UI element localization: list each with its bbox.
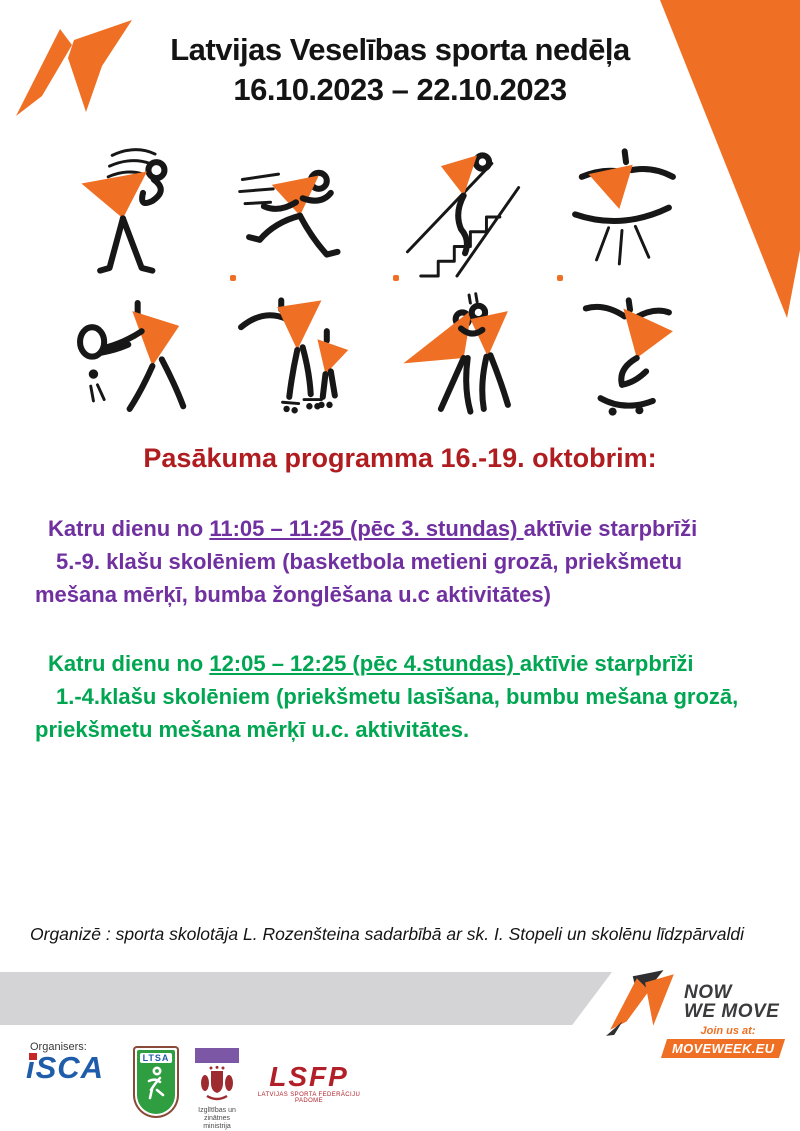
- orange-corner-shape: [660, 0, 800, 318]
- dancing-icon: [402, 291, 511, 415]
- program2-line1: Katru dienu no 12:05 – 12:25 (pēc 4.stun…: [48, 647, 782, 680]
- program-heading: Pasākuma programma 16.-19. oktobrim:: [143, 443, 657, 473]
- program1-line2: 5.-9. klašu skolēniem (basketbola metien…: [56, 549, 683, 574]
- pictogram-cell: [380, 140, 541, 285]
- program2-time-underlined: 12:05 – 12:25 (pēc 4.stundas): [209, 651, 520, 676]
- orange-separator-dot: [230, 275, 236, 281]
- organizer-note: Organizē : sporta skolotāja L. Rozenštei…: [30, 924, 745, 944]
- ltsa-logo: LTSA: [133, 1046, 179, 1118]
- program1-line1: Katru dienu no 11:05 – 11:25 (pēc 3. stu…: [48, 512, 782, 545]
- ltsa-wordmark: LTSA: [138, 1052, 174, 1064]
- ltsa-logo-shield: LTSA: [137, 1050, 175, 1114]
- now-we-move-wordmark: NOW WE MOVE: [684, 983, 779, 1021]
- pictogram-cell: [380, 285, 541, 430]
- now-we-move-arrow-logo-icon: [606, 970, 674, 1036]
- program2-prefix: Katru dienu no: [48, 651, 210, 676]
- isca-wordmark: iSCA: [26, 1050, 105, 1085]
- tennis-icon: [76, 299, 186, 412]
- program2-line2: 1.-4.klašu skolēniem (priekšmetu lasīšan…: [56, 684, 739, 709]
- ltsa-runner-icon: [147, 1066, 165, 1100]
- now-we-move-line2: WE MOVE: [684, 1001, 780, 1022]
- program2-line3: priekšmetu mešana mērķī u.c. aktivitātes…: [35, 717, 470, 742]
- ministry-caption-line1: Izglītības un zinātnes: [198, 1107, 236, 1122]
- join-us-label: Join us at:: [700, 1025, 756, 1037]
- program-block-2: Katru dienu no 12:05 – 12:25 (pēc 4.stun…: [20, 647, 782, 746]
- poster-title: Latvijas Veselības sporta nedēļa 16.10.2…: [100, 30, 700, 110]
- pictogram-cell: [58, 140, 219, 285]
- pictogram-cell: [219, 285, 380, 430]
- lsfp-wordmark: LSFP: [269, 1061, 349, 1092]
- orange-separator-dot: [393, 275, 399, 281]
- program2-suffix: aktīvie starpbrīži: [519, 651, 694, 676]
- organisers-label: Organisers:: [30, 1041, 87, 1053]
- ministry-purple-flag: [195, 1048, 239, 1063]
- program1-line3: mešana mērķī, bumba žonglēšana u.c aktiv…: [35, 582, 551, 607]
- now-we-move-arrow-logo-icon: [16, 20, 132, 116]
- pictogram-grid: [58, 140, 702, 430]
- pictogram-cell: [541, 285, 702, 430]
- ministry-logo: Izglītības un zinātnes ministrija: [192, 1048, 242, 1131]
- now-we-move-line1: NOW: [684, 982, 732, 1003]
- jumping-icon: [571, 147, 676, 265]
- stair-climbing-icon: [405, 151, 520, 277]
- poster-title-line1: Latvijas Veselības sporta nedēļa: [170, 32, 630, 67]
- program1-time-underlined: 11:05 – 11:25 (pēc 3. stundas): [209, 516, 524, 541]
- isca-logo: iSCA: [26, 1050, 104, 1086]
- skateboarding-icon: [582, 296, 673, 416]
- stretching-icon: [80, 147, 167, 274]
- lsfp-caption: LATVIJAS SPORTA FEDERĀCIJU PADOME: [257, 1092, 361, 1104]
- pictogram-cell: [58, 285, 219, 430]
- program1-suffix: aktīvie starpbrīži: [523, 516, 698, 541]
- ministry-caption: Izglītības un zinātnes ministrija: [192, 1107, 242, 1131]
- running-icon: [237, 169, 341, 258]
- orange-separator-dot: [557, 275, 563, 281]
- latvia-coat-of-arms-icon: [201, 1065, 233, 1101]
- isca-red-dot: [29, 1053, 37, 1060]
- ltsa-logo-border: LTSA: [135, 1048, 177, 1116]
- moveweek-banner: MOVEWEEK.EU: [660, 1039, 786, 1058]
- program-block-1: Katru dienu no 11:05 – 11:25 (pēc 3. stu…: [20, 512, 782, 611]
- poster-title-line2: 16.10.2023 – 22.10.2023: [233, 72, 567, 107]
- lsfp-logo: LSFP LATVIJAS SPORTA FEDERĀCIJU PADOME: [254, 1061, 364, 1105]
- pictogram-cell: [219, 140, 380, 285]
- ministry-caption-line2: ministrija: [203, 1123, 231, 1130]
- program1-prefix: Katru dienu no: [48, 516, 210, 541]
- pictogram-cell: [541, 140, 702, 285]
- roller-skating-icon: [237, 296, 348, 413]
- footer-gray-bar: [0, 972, 612, 1025]
- moveweek-url: MOVEWEEK.EU: [671, 1041, 775, 1056]
